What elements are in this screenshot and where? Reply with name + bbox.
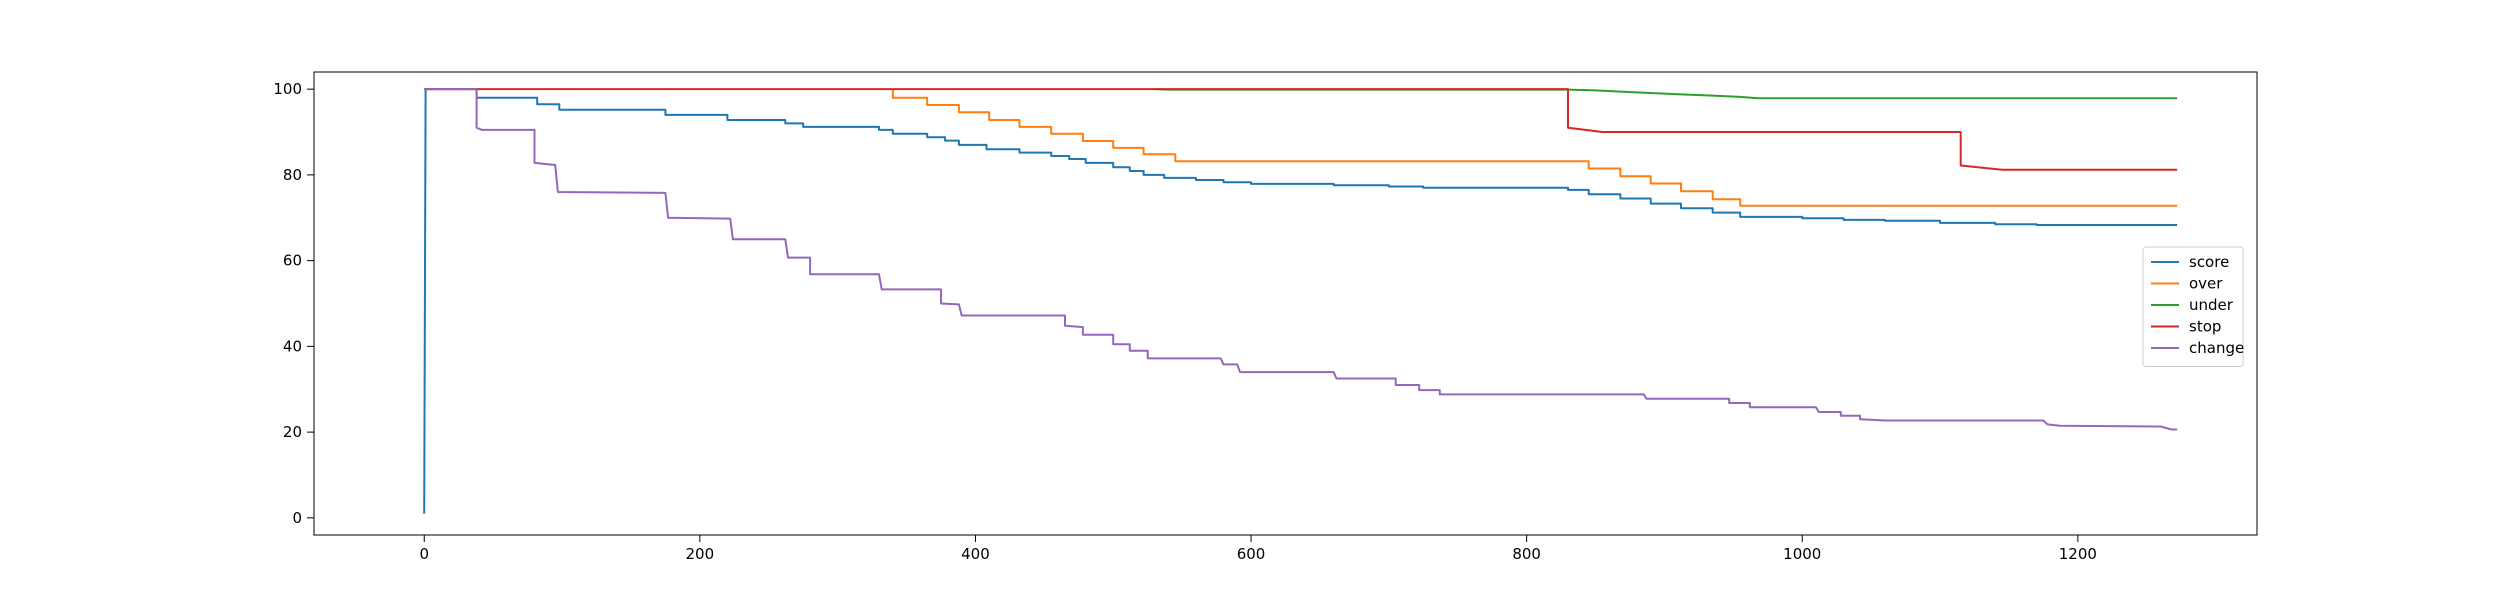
x-tick-label: 1000 [1783,545,1821,563]
legend-label-under: under [2189,296,2234,314]
y-tick-label: 80 [283,166,302,184]
y-tick-label: 20 [283,423,302,441]
x-tick-label: 0 [419,545,429,563]
y-tick-label: 100 [273,80,302,98]
x-tick-label: 800 [1512,545,1541,563]
legend-label-over: over [2189,275,2223,293]
series-line-over [891,89,2178,207]
series-line-score [423,88,2178,514]
x-tick-label: 1200 [2059,545,2097,563]
x-tick-label: 400 [961,545,990,563]
x-tick-label: 600 [1237,545,1266,563]
series-line-stop [424,88,2178,171]
series-line-under [1154,88,2178,100]
y-tick-label: 0 [292,509,302,527]
series-layer [423,88,2178,514]
legend-label-score: score [2189,253,2229,271]
y-tick-label: 40 [283,337,302,355]
legend-box [2142,246,2244,367]
axis-layer: 0 200 400 600 800 1000 1200 0 20 40 60 80 100 [273,80,2097,563]
series-line-change [424,88,2178,431]
x-tick-label: 200 [686,545,715,563]
y-tick-label: 60 [283,252,302,270]
legend-label-stop: stop [2189,318,2221,336]
plot-area-frame [313,71,2258,536]
legend: score over under stop change [2142,246,2244,367]
legend-label-change: change [2189,339,2244,357]
